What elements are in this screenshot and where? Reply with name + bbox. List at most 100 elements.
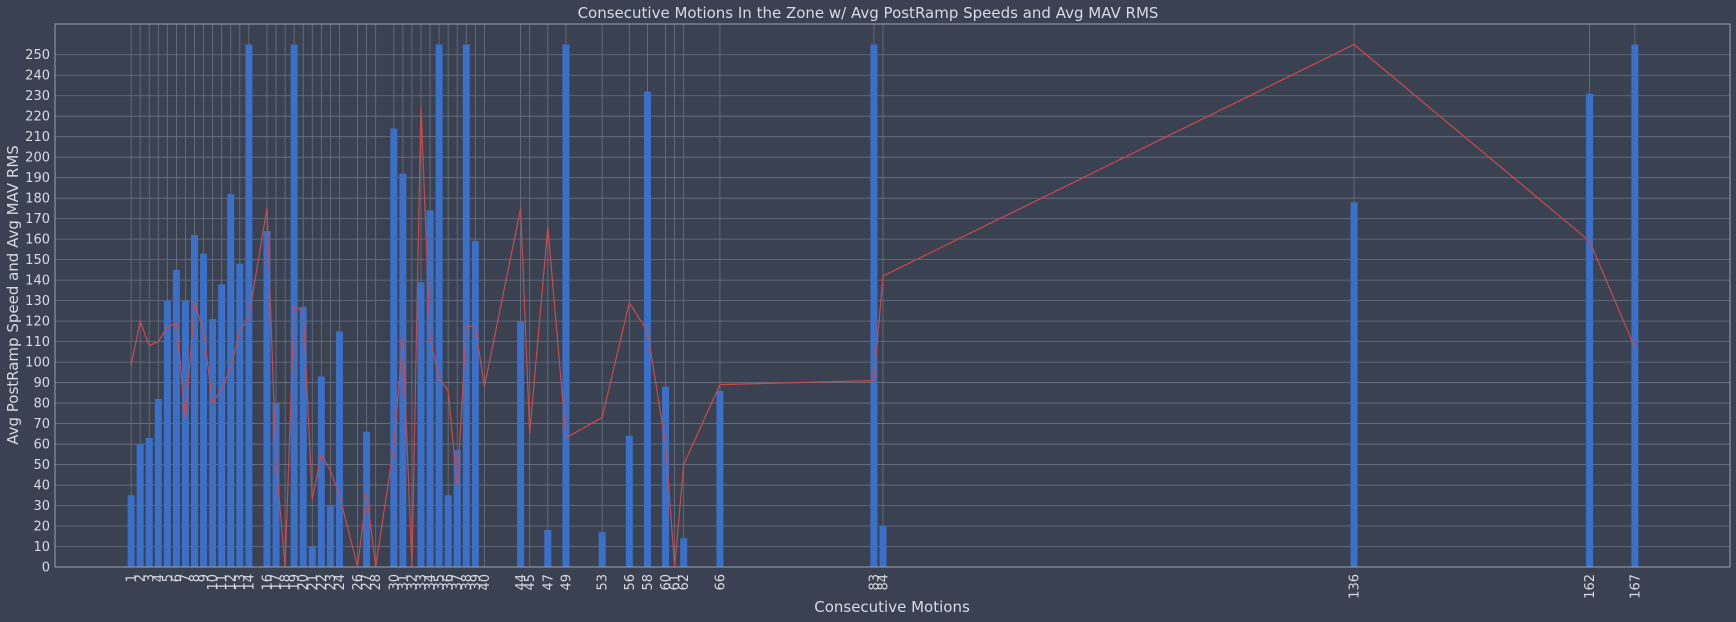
- bar: [326, 505, 334, 567]
- bar: [1350, 202, 1358, 567]
- x-tick-label: 5: [161, 574, 176, 582]
- x-tick-label: 28: [369, 574, 384, 591]
- bar: [181, 300, 189, 567]
- bar: [236, 263, 244, 567]
- x-tick-label: 18: [279, 574, 294, 591]
- x-tick-label: 49: [559, 574, 574, 591]
- bar: [417, 282, 425, 567]
- y-tick-label: 200: [25, 151, 50, 166]
- y-tick-label: 190: [25, 171, 50, 186]
- y-tick-label: 90: [33, 376, 50, 391]
- x-tick-label: 7: [179, 574, 194, 582]
- bar: [154, 398, 162, 567]
- x-tick-label: 12: [224, 574, 239, 591]
- x-tick-label: 10: [206, 574, 221, 591]
- bar: [227, 194, 235, 567]
- x-tick-label: 38: [460, 574, 475, 591]
- bar: [308, 546, 316, 567]
- bar: [363, 431, 371, 567]
- x-tick-label: 6: [170, 574, 185, 582]
- bar: [662, 386, 670, 567]
- x-tick-label: 44: [514, 574, 529, 591]
- bar: [435, 44, 443, 568]
- line-layer: [130, 43, 1636, 568]
- bar: [209, 319, 217, 567]
- y-tick-label: 30: [33, 499, 50, 514]
- y-tick-label: 100: [25, 356, 50, 371]
- y-tick-label: 240: [25, 69, 50, 84]
- x-tick-label: 56: [623, 574, 638, 591]
- bar: [562, 44, 570, 568]
- y-tick-label: 180: [25, 192, 50, 207]
- x-tick-label: 19: [288, 574, 303, 591]
- x-tick-label: 37: [451, 574, 466, 591]
- x-tick-label: 45: [523, 574, 538, 591]
- x-tick-label: 60: [659, 574, 674, 591]
- x-tick-label: 4: [152, 574, 167, 582]
- x-tick-label: 84: [876, 574, 891, 591]
- x-tick-label: 26: [351, 574, 366, 591]
- x-tick-label: 32: [405, 574, 420, 591]
- bar: [444, 495, 452, 567]
- bar: [643, 91, 651, 567]
- bar: [471, 241, 479, 567]
- x-tick-label: 14: [242, 574, 257, 591]
- y-tick-label: 160: [25, 233, 50, 248]
- x-tick-label: 30: [387, 574, 402, 591]
- x-tick-label: 31: [396, 574, 411, 591]
- plot-frame: [54, 23, 1731, 568]
- y-tick-label: 250: [25, 48, 50, 63]
- x-tick-label: 21: [306, 574, 321, 591]
- y-tick-label: 230: [25, 89, 50, 104]
- bar: [272, 403, 280, 567]
- y-tick-label: 60: [33, 438, 50, 453]
- y-tick-label: 220: [25, 110, 50, 125]
- x-tick-label: 22: [315, 574, 330, 591]
- y-tick-labels: 0 10 20 30 40 50 60 70 80 90 100 110 120 130 140 150 160…: [25, 48, 50, 575]
- bar: [390, 128, 398, 567]
- y-tick-label: 170: [25, 212, 50, 227]
- x-tick-label: 136: [1348, 574, 1363, 599]
- x-tick-label: 162: [1583, 574, 1598, 599]
- x-tick-label: 20: [297, 574, 312, 591]
- bar: [245, 44, 253, 568]
- bar: [680, 538, 688, 567]
- bar: [218, 284, 226, 567]
- bar: [598, 532, 606, 567]
- y-tick-label: 20: [33, 520, 50, 535]
- x-tick-label: 53: [596, 574, 611, 591]
- x-tick-label: 9: [197, 574, 212, 582]
- x-tick-label: 17: [270, 574, 285, 591]
- x-tick-label: 24: [333, 574, 348, 591]
- bar: [544, 530, 552, 567]
- y-tick-label: 0: [42, 561, 50, 576]
- x-axis-label: Consecutive Motions: [814, 598, 970, 616]
- bar: [145, 437, 153, 567]
- avg-line-series: [130, 43, 1636, 568]
- x-tick-label: 66: [713, 574, 728, 591]
- x-tick-label: 35: [433, 574, 448, 591]
- x-tick-label: 27: [360, 574, 375, 591]
- bar: [399, 173, 407, 568]
- y-tick-label: 40: [33, 479, 50, 494]
- bar: [191, 235, 199, 567]
- bar: [1631, 44, 1639, 568]
- bar: [1586, 93, 1594, 568]
- x-tick-label: 36: [442, 574, 457, 591]
- bar: [335, 331, 343, 567]
- bar: [453, 450, 461, 567]
- x-tick-label: 13: [233, 574, 248, 591]
- y-tick-label: 80: [33, 397, 50, 412]
- y-tick-label: 50: [33, 458, 50, 473]
- x-tick-label: 39: [469, 574, 484, 591]
- x-tick-label: 16: [260, 574, 275, 591]
- bar: [879, 526, 887, 567]
- bar: [136, 444, 144, 567]
- y-tick-label: 210: [25, 130, 50, 145]
- x-tick-label: 1: [125, 574, 140, 582]
- bar: [263, 230, 271, 567]
- y-tick-label: 130: [25, 294, 50, 309]
